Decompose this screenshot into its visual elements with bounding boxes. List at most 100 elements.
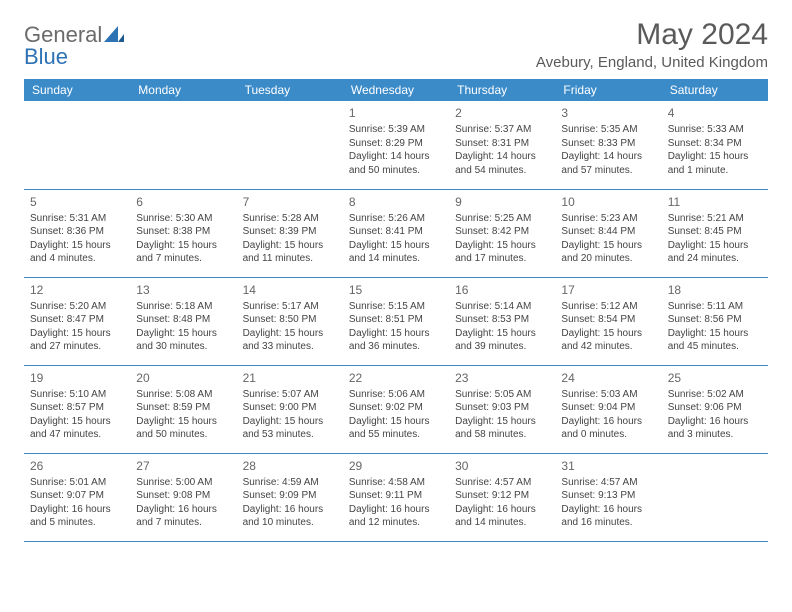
sunrise-line: Sunrise: 5:23 AM bbox=[561, 212, 655, 226]
calendar-cell: 15Sunrise: 5:15 AMSunset: 8:51 PMDayligh… bbox=[343, 277, 449, 365]
day-number: 6 bbox=[136, 194, 230, 210]
calendar-week: 1 Sunrise: 5:39 AMSunset: 8:29 PM Daylight… bbox=[24, 101, 768, 189]
logo-sail-icon bbox=[104, 26, 124, 45]
month-title: May 2024 bbox=[536, 18, 768, 52]
day-number: 11 bbox=[668, 194, 762, 210]
sunset-line: Sunset: 8:59 PM bbox=[136, 401, 230, 415]
logo: General Blue bbox=[24, 18, 124, 68]
sunrise-line: Sunrise: 5:14 AM bbox=[455, 300, 549, 314]
daylight-line: Daylight: 15 hours and 7 minutes. bbox=[136, 239, 230, 266]
calendar-cell bbox=[24, 101, 130, 189]
daylight-line: Daylight: 16 hours and 14 minutes. bbox=[455, 503, 549, 530]
sunset-line: Sunset: 9:08 PM bbox=[136, 489, 230, 503]
sunrise-line: Sunrise: 5:10 AM bbox=[30, 388, 124, 402]
daylight-line: Daylight: 15 hours and 42 minutes. bbox=[561, 327, 655, 354]
daylight-line: Daylight: 16 hours and 3 minutes. bbox=[668, 415, 762, 442]
sunrise-line: Sunrise: 4:57 AM bbox=[455, 476, 549, 490]
day-number: 1 bbox=[349, 105, 443, 121]
day-number: 29 bbox=[349, 458, 443, 474]
daylight-line: Daylight: 15 hours and 47 minutes. bbox=[30, 415, 124, 442]
sunset-line: Sunset: 8:54 PM bbox=[561, 313, 655, 327]
day-number: 23 bbox=[455, 370, 549, 386]
calendar-cell: 18Sunrise: 5:11 AMSunset: 8:56 PMDayligh… bbox=[662, 277, 768, 365]
sunrise-line: Sunrise: 5:17 AM bbox=[243, 300, 337, 314]
day-number: 9 bbox=[455, 194, 549, 210]
daylight-line: Daylight: 15 hours and 1 minute. bbox=[668, 150, 762, 177]
sunrise-line: Sunrise: 5:35 AM bbox=[561, 123, 655, 137]
sunrise-line: Sunrise: 5:01 AM bbox=[30, 476, 124, 490]
daylight-line: Daylight: 15 hours and 55 minutes. bbox=[349, 415, 443, 442]
sunset-line: Sunset: 9:11 PM bbox=[349, 489, 443, 503]
calendar-cell: 7Sunrise: 5:28 AMSunset: 8:39 PMDaylight… bbox=[237, 189, 343, 277]
sunrise-line: Sunrise: 5:08 AM bbox=[136, 388, 230, 402]
day-number: 21 bbox=[243, 370, 337, 386]
sunset-line: Sunset: 9:12 PM bbox=[455, 489, 549, 503]
daylight-line: Daylight: 14 hours and 57 minutes. bbox=[561, 150, 655, 177]
calendar-cell: 25 Sunrise: 5:02 AMSunset: 9:06 PMDayligh… bbox=[662, 365, 768, 453]
sunset-line: Sunset: 9:06 PM bbox=[668, 401, 762, 415]
day-header: Friday bbox=[555, 79, 661, 101]
sunrise-line: Sunrise: 5:06 AM bbox=[349, 388, 443, 402]
sunset-line: Sunset: 8:51 PM bbox=[349, 313, 443, 327]
sunset-line: Sunset: 9:07 PM bbox=[30, 489, 124, 503]
sunrise-line: Sunrise: 5:21 AM bbox=[668, 212, 762, 226]
calendar-cell: 28Sunrise: 4:59 AMSunset: 9:09 PMDayligh… bbox=[237, 453, 343, 541]
daylight-line: Daylight: 16 hours and 7 minutes. bbox=[136, 503, 230, 530]
day-header: Tuesday bbox=[237, 79, 343, 101]
sunrise-line: Sunrise: 5:15 AM bbox=[349, 300, 443, 314]
sunset-line: Sunset: 8:36 PM bbox=[30, 225, 124, 239]
day-header-row: SundayMondayTuesdayWednesdayThursdayFrid… bbox=[24, 79, 768, 101]
day-number: 8 bbox=[349, 194, 443, 210]
header: General Blue May 2024 Avebury, England, … bbox=[24, 18, 768, 71]
sunset-line: Sunset: 8:34 PM bbox=[668, 137, 762, 151]
day-number: 15 bbox=[349, 282, 443, 298]
day-number: 27 bbox=[136, 458, 230, 474]
day-number: 22 bbox=[349, 370, 443, 386]
day-header: Saturday bbox=[662, 79, 768, 101]
sunrise-line: Sunrise: 4:59 AM bbox=[243, 476, 337, 490]
logo-text-blue: Blue bbox=[24, 46, 124, 68]
daylight-line: Daylight: 15 hours and 27 minutes. bbox=[30, 327, 124, 354]
day-number: 12 bbox=[30, 282, 124, 298]
title-block: May 2024 Avebury, England, United Kingdo… bbox=[536, 18, 768, 71]
calendar-cell: 4Sunrise: 5:33 AMSunset: 8:34 PMDaylight… bbox=[662, 101, 768, 189]
day-number: 5 bbox=[30, 194, 124, 210]
sunset-line: Sunset: 8:31 PM bbox=[455, 137, 549, 151]
calendar-cell bbox=[662, 453, 768, 541]
daylight-line: Daylight: 16 hours and 12 minutes. bbox=[349, 503, 443, 530]
sunrise-line: Sunrise: 5:18 AM bbox=[136, 300, 230, 314]
sunrise-line: Sunrise: 5:37 AM bbox=[455, 123, 549, 137]
sunrise-line: Sunrise: 5:02 AM bbox=[668, 388, 762, 402]
day-number: 20 bbox=[136, 370, 230, 386]
sunrise-line: Sunrise: 5:11 AM bbox=[668, 300, 762, 314]
day-number: 31 bbox=[561, 458, 655, 474]
daylight-line: Daylight: 15 hours and 58 minutes. bbox=[455, 415, 549, 442]
daylight-line: Daylight: 15 hours and 39 minutes. bbox=[455, 327, 549, 354]
calendar-cell: 22Sunrise: 5:06 AMSunset: 9:02 PMDayligh… bbox=[343, 365, 449, 453]
day-header: Monday bbox=[130, 79, 236, 101]
day-number: 16 bbox=[455, 282, 549, 298]
day-number: 7 bbox=[243, 194, 337, 210]
sunrise-line: Sunrise: 5:39 AM bbox=[349, 123, 443, 137]
day-number: 13 bbox=[136, 282, 230, 298]
day-header: Sunday bbox=[24, 79, 130, 101]
sunrise-line: Sunrise: 5:12 AM bbox=[561, 300, 655, 314]
sunset-line: Sunset: 8:29 PM bbox=[349, 137, 443, 151]
calendar-cell: 11Sunrise: 5:21 AMSunset: 8:45 PMDayligh… bbox=[662, 189, 768, 277]
calendar-cell: 26Sunrise: 5:01 AMSunset: 9:07 PMDayligh… bbox=[24, 453, 130, 541]
sunset-line: Sunset: 9:00 PM bbox=[243, 401, 337, 415]
calendar-cell: 21Sunrise: 5:07 AMSunset: 9:00 PMDayligh… bbox=[237, 365, 343, 453]
sunset-line: Sunset: 8:38 PM bbox=[136, 225, 230, 239]
day-number: 2 bbox=[455, 105, 549, 121]
calendar-week: 12Sunrise: 5:20 AMSunset: 8:47 PMDayligh… bbox=[24, 277, 768, 365]
calendar-cell: 24Sunrise: 5:03 AMSunset: 9:04 PMDayligh… bbox=[555, 365, 661, 453]
day-number: 30 bbox=[455, 458, 549, 474]
day-number: 24 bbox=[561, 370, 655, 386]
sunset-line: Sunset: 8:39 PM bbox=[243, 225, 337, 239]
calendar-cell: 16Sunrise: 5:14 AMSunset: 8:53 PMDayligh… bbox=[449, 277, 555, 365]
day-number: 25 bbox=[668, 370, 762, 386]
calendar-cell: 8Sunrise: 5:26 AMSunset: 8:41 PMDaylight… bbox=[343, 189, 449, 277]
sunrise-line: Sunrise: 5:26 AM bbox=[349, 212, 443, 226]
day-header: Thursday bbox=[449, 79, 555, 101]
day-number: 18 bbox=[668, 282, 762, 298]
